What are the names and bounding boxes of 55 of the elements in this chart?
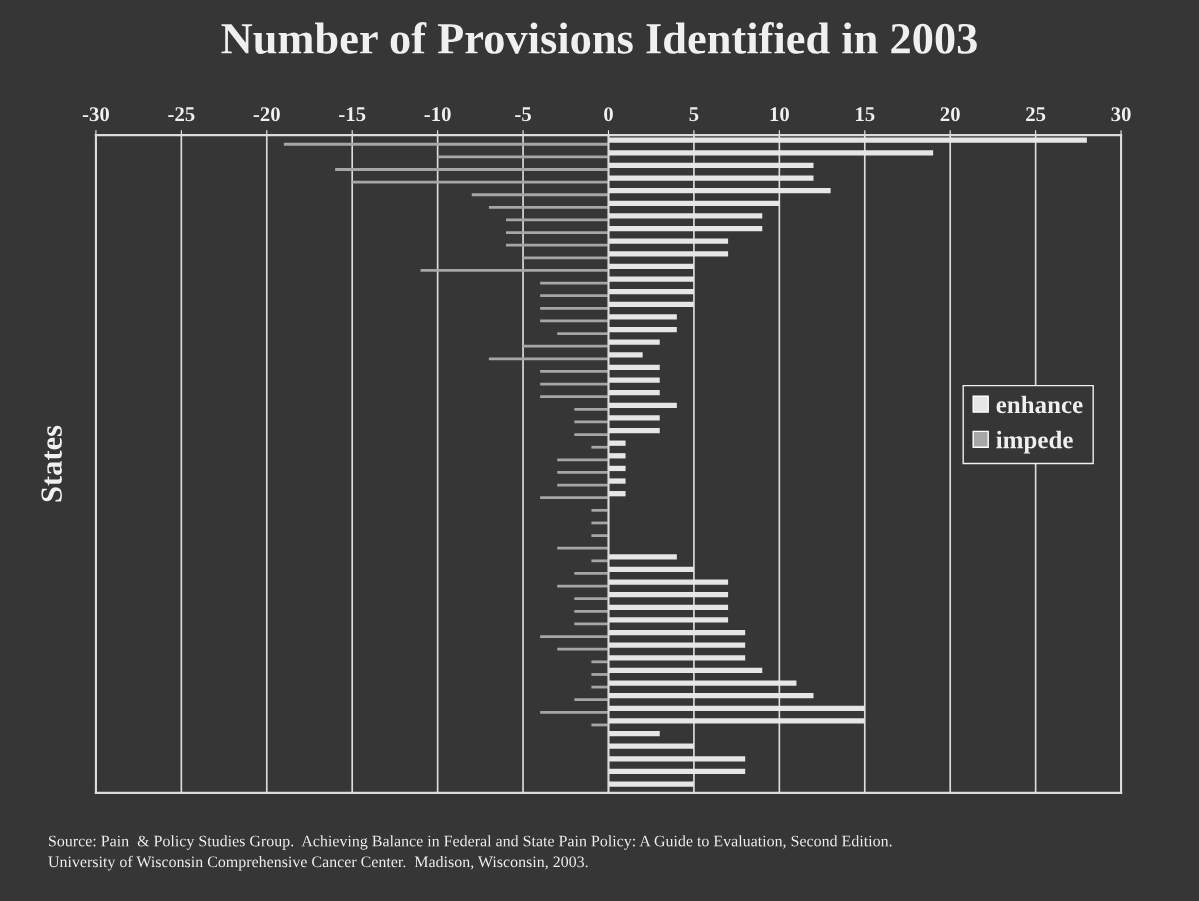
legend-label: impede bbox=[996, 430, 1073, 454]
x-tick-label: 30 bbox=[1111, 107, 1131, 122]
text: University of Wisconsin Comprehensive Cancer Center. Madison, Wisconsin, 2003. bbox=[48, 855, 588, 871]
bar bbox=[591, 673, 609, 676]
bar bbox=[574, 407, 609, 411]
bar bbox=[557, 458, 609, 462]
bar bbox=[283, 142, 609, 146]
x-tick-label: -20 bbox=[253, 107, 280, 122]
bar bbox=[591, 660, 609, 664]
bar bbox=[488, 357, 609, 361]
bar bbox=[574, 597, 609, 601]
x-tick-label: -15 bbox=[339, 107, 366, 122]
source-note: Source: Pain & Policy Studies Group. Achieving Balance in Federal and State Pain Policy: A Guide to Evaluation, Second Edition. bbox=[49, 835, 892, 850]
bar bbox=[591, 445, 609, 449]
bar bbox=[574, 609, 609, 613]
bar bbox=[335, 168, 609, 171]
bar bbox=[523, 344, 609, 348]
bar bbox=[471, 193, 609, 197]
bar bbox=[437, 155, 609, 159]
chart-title: Number of Provisions Identified in 2003 bbox=[221, 22, 977, 54]
bar bbox=[591, 508, 609, 512]
x-tick-label: 15 bbox=[856, 107, 875, 122]
x-tick-label: 5 bbox=[689, 107, 699, 122]
legend-label: enhance bbox=[996, 395, 1083, 414]
bar bbox=[540, 635, 609, 638]
x-tick-label: -10 bbox=[424, 107, 451, 122]
bar bbox=[540, 294, 609, 298]
x-tick-label: -5 bbox=[515, 107, 531, 122]
bar bbox=[557, 471, 609, 474]
bar bbox=[352, 180, 609, 184]
bar bbox=[557, 546, 609, 550]
bar bbox=[420, 269, 609, 272]
x-tick-label: -25 bbox=[168, 107, 195, 122]
bar bbox=[557, 647, 609, 651]
bar bbox=[591, 534, 609, 537]
bar bbox=[523, 256, 609, 260]
x-tick-label: 20 bbox=[940, 107, 960, 122]
bar bbox=[505, 243, 609, 247]
x-tick-label: -30 bbox=[82, 107, 110, 122]
bar bbox=[574, 698, 609, 702]
x-tick-label: 10 bbox=[770, 107, 789, 122]
bar bbox=[540, 370, 609, 373]
bar bbox=[574, 572, 609, 575]
bar bbox=[540, 496, 609, 500]
bar bbox=[488, 205, 609, 209]
bar bbox=[574, 433, 609, 436]
bar bbox=[540, 395, 609, 399]
x-tick-label: 0 bbox=[604, 107, 613, 122]
bar bbox=[540, 710, 609, 714]
bar bbox=[540, 306, 609, 310]
bar bbox=[505, 231, 609, 234]
x-tick-label: 25 bbox=[1026, 107, 1046, 122]
bar bbox=[557, 332, 609, 335]
y-axis-title: States bbox=[41, 425, 62, 502]
bar bbox=[591, 559, 609, 563]
